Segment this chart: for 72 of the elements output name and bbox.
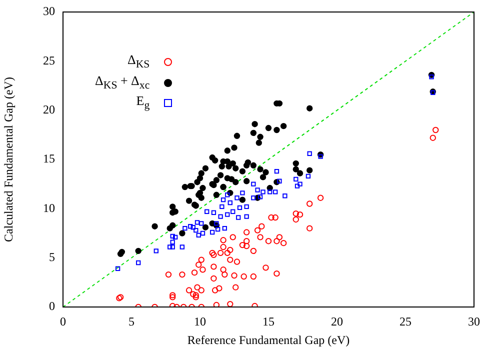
y-tick-label: 10: [43, 200, 55, 215]
point: [170, 234, 175, 239]
x-axis-title: Reference Fundamental Gap (eV): [187, 332, 350, 347]
x-tick-label: 15: [262, 314, 274, 328]
point: [255, 188, 260, 192]
point: [168, 244, 172, 250]
point: [258, 194, 263, 200]
point: [215, 226, 220, 232]
x-tick-label: 25: [400, 314, 412, 328]
point: [298, 182, 302, 186]
point: [225, 212, 230, 217]
point: [240, 190, 245, 196]
point: [277, 178, 282, 184]
x-tick-label: 5: [128, 314, 134, 328]
point: [236, 215, 241, 220]
y-tick-label: 0: [49, 299, 55, 314]
y-tick-label: 25: [43, 53, 55, 68]
point: [282, 194, 288, 198]
point: [429, 74, 434, 80]
x-tick-label: 30: [468, 314, 480, 328]
x-tick-label: 20: [331, 314, 343, 328]
point: [199, 221, 204, 226]
legend-label: E$_{g}$: [136, 93, 150, 114]
point: [234, 196, 240, 200]
point: [204, 209, 210, 214]
point: [136, 260, 141, 266]
point: [180, 244, 185, 250]
point: [244, 204, 249, 210]
point: [211, 210, 216, 215]
point: [220, 204, 224, 210]
point: [251, 182, 256, 186]
y-tick-label: 15: [43, 152, 55, 166]
point: [190, 225, 196, 230]
x-tick-label: 10: [194, 314, 206, 328]
x-tick-label: 0: [60, 314, 66, 328]
point: [251, 196, 256, 200]
point: [218, 214, 223, 219]
legend-label: Δ$_{KS}$ + Δ$_{xc}$: [95, 72, 150, 94]
point: [170, 244, 175, 250]
y-tick-label: 20: [43, 102, 55, 116]
y-tick-label: 30: [43, 4, 55, 18]
point: [260, 190, 266, 194]
y-tick-label: 5: [49, 250, 55, 264]
point: [274, 168, 280, 174]
point: [273, 190, 278, 194]
point: [237, 205, 242, 210]
point: [220, 197, 226, 202]
point: [307, 151, 312, 156]
point: [194, 228, 198, 233]
point: [318, 154, 323, 159]
point: [294, 176, 298, 182]
point: [306, 174, 311, 179]
point: [268, 190, 272, 194]
point: [225, 192, 230, 198]
point: [244, 214, 249, 219]
point: [194, 220, 200, 225]
point: [230, 209, 236, 214]
point: [294, 184, 300, 188]
point: [154, 248, 158, 254]
point: [214, 221, 219, 226]
point: [196, 232, 201, 238]
y-axis-title: Calculated Fundamental Gap (eV): [1, 77, 16, 242]
point: [173, 234, 178, 240]
point: [200, 230, 206, 236]
point: [210, 230, 215, 235]
legend-label: Δ$_{KS}$: [127, 52, 150, 73]
point: [188, 224, 193, 229]
point: [115, 266, 120, 271]
point: [222, 226, 227, 231]
point: [182, 226, 188, 231]
point: [228, 200, 232, 206]
point: [170, 240, 175, 244]
